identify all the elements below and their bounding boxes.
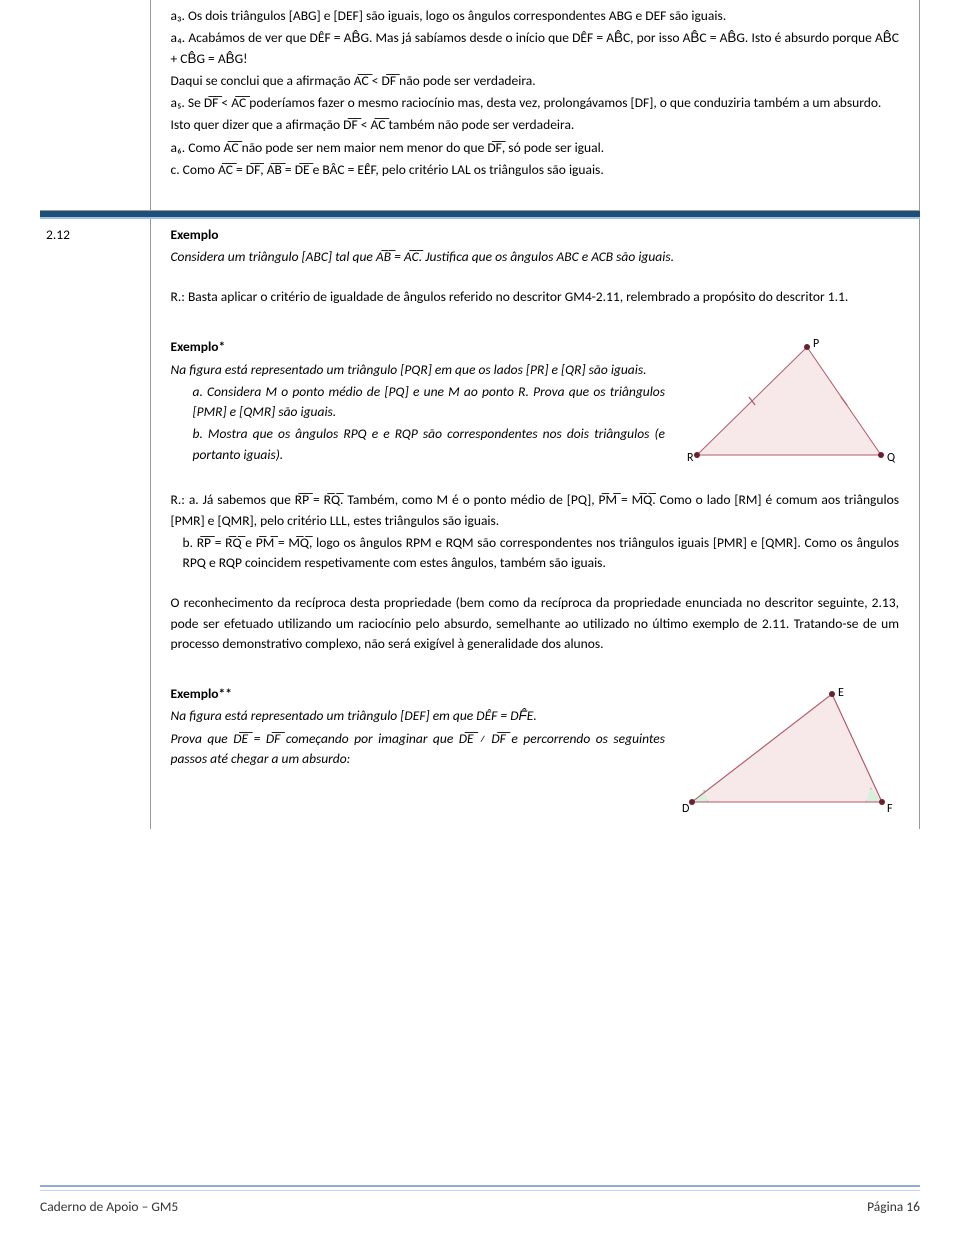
example-star2-text: Exemplo** Na figura está representado um… xyxy=(171,684,666,819)
example-title: Exemplo xyxy=(171,225,900,245)
example-statement: Considera um triângulo [ABC] tal que A̅B… xyxy=(171,247,900,267)
triangle-def-svg: D F E xyxy=(682,684,897,819)
example-star2-title: Exemplo** xyxy=(171,684,666,704)
content-table: a₃. Os dois triângulos [ABG] e [DEF] são… xyxy=(40,0,920,829)
footer-left: Caderno de Apoio – GM5 xyxy=(40,1197,178,1217)
example-star-block: Exemplo* Na figura está representado um … xyxy=(171,337,900,472)
a5-text: a₅. Se D̅F̅ < A̅C̅ poderíamos fazer o me… xyxy=(171,93,900,113)
figure-triangle-def: D F E xyxy=(679,684,899,819)
example-star-title: Exemplo* xyxy=(171,337,666,357)
triangle-pqr-svg: R Q P xyxy=(679,337,899,472)
row1-ref-cell xyxy=(40,0,150,211)
a4-text: a₄. Acabámos de ver que DÊF = AB̂G. Mas … xyxy=(171,28,900,69)
example-resolution: R.: Basta aplicar o critério de igualdad… xyxy=(171,287,900,307)
ex2-a: a. Considera M o ponto médio de [PQ] e u… xyxy=(193,382,666,423)
ex2-b: b. Mostra que os ângulos RPQ e e RQP são… xyxy=(193,424,666,465)
a3-text: a₃. Os dois triângulos [ABG] e [DEF] são… xyxy=(171,6,900,26)
ex3-l2: Prova que D̅E̅ = D̅F̅ começando por imag… xyxy=(171,729,666,770)
a6-text: a₆. Como A̅C̅ não pode ser nem maior nem… xyxy=(171,138,900,158)
row2-body: Exemplo Considera um triângulo [ABC] tal… xyxy=(150,219,920,830)
r2-b: b. R̅P̅ = R̅Q̅ e P̅M̅ = M̅Q̅, logo os ân… xyxy=(183,533,900,574)
c-text: c. Como A̅C̅ = D̅F̅, A̅B̅ = D̅E̅ e BÂC =… xyxy=(171,160,900,180)
row-2.12: 2.12 Exemplo Considera um triângulo [ABC… xyxy=(40,219,920,830)
label-F: F xyxy=(887,802,893,816)
row-continuation: a₃. Os dois triângulos [ABG] e [DEF] são… xyxy=(40,0,920,211)
ex2-l1: Na figura está representado um triângulo… xyxy=(171,360,666,380)
row1-body: a₃. Os dois triângulos [ABG] e [DEF] são… xyxy=(150,0,920,211)
label-E: E xyxy=(838,686,844,700)
descriptor-ref: 2.12 xyxy=(46,226,70,243)
example-star2-block: Exemplo** Na figura está representado um… xyxy=(171,684,900,819)
ex3-l1: Na figura está representado um triângulo… xyxy=(171,706,666,726)
row2-ref-cell: 2.12 xyxy=(40,219,150,830)
reciprocal-paragraph: O reconhecimento da recíproca desta prop… xyxy=(171,593,900,654)
a5b-text: Isto quer dizer que a afirmação D̅F̅ < A… xyxy=(171,115,900,135)
label-R: R xyxy=(687,451,694,465)
footer-right: Página 16 xyxy=(867,1197,920,1217)
a4b-text: Daqui se conclui que a afirmação A̅C̅ < … xyxy=(171,71,900,91)
figure-triangle-pqr: R Q P xyxy=(679,337,899,472)
label-P: P xyxy=(813,337,819,351)
page-footer: Caderno de Apoio – GM5 Página 16 xyxy=(40,1185,920,1217)
example-star-text: Exemplo* Na figura está representado um … xyxy=(171,337,666,472)
label-Q: Q xyxy=(887,451,896,465)
label-D: D xyxy=(682,802,689,816)
r2-a: R.: a. Já sabemos que R̅P̅ = R̅Q̅. També… xyxy=(171,490,900,531)
